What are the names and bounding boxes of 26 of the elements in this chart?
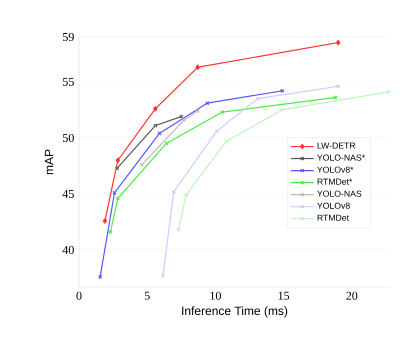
legend-label: YOLO-NAS* <box>317 154 365 161</box>
x-tick-label: 20 <box>346 292 358 300</box>
legend-label: YOLO-NAS <box>317 190 362 197</box>
y-tick-label: 55 <box>62 78 74 86</box>
x-tick-label: 5 <box>144 292 150 300</box>
point <box>164 141 168 146</box>
legend-label: YOLOv8 <box>317 202 350 209</box>
x-tick-label: 0 <box>76 292 82 300</box>
point <box>336 40 340 46</box>
point <box>195 64 200 70</box>
legend-label: RTMDet <box>318 214 349 221</box>
point <box>153 106 158 112</box>
y-axis-title: mAP <box>44 150 54 174</box>
legend-label: YOLOv8* <box>317 166 354 173</box>
point <box>102 218 108 224</box>
point <box>116 158 120 164</box>
x-axis-title: Inference Time (ms) <box>182 306 288 318</box>
y-tick-label: 59 <box>62 32 74 42</box>
legend-label: LW-DETR <box>318 142 356 149</box>
legend-label: RTMDet* <box>318 178 352 185</box>
y-tick-label: 45 <box>62 190 74 198</box>
x-tick-label: 10 <box>210 292 221 300</box>
x-tick-label: 15 <box>278 292 290 300</box>
y-tick-label: 40 <box>62 246 74 254</box>
point <box>112 190 117 195</box>
y-tick-label: 50 <box>62 134 74 142</box>
